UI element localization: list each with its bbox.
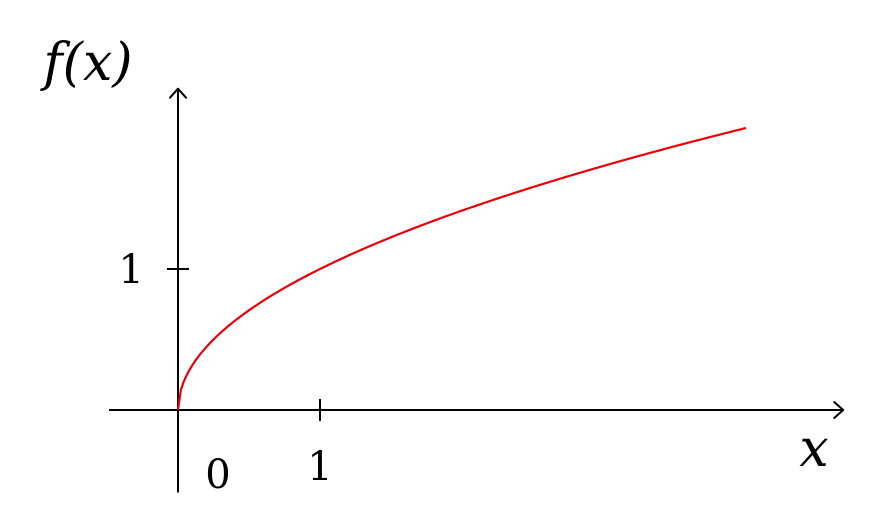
y-tick-label-0: 1 xyxy=(119,247,144,293)
x-axis-label: x xyxy=(799,419,828,479)
origin-label: 0 xyxy=(205,452,230,498)
x-tick-label-0: 1 xyxy=(307,444,332,490)
x-axis-arrow xyxy=(833,401,845,419)
y-axis-arrow xyxy=(169,87,187,99)
curves xyxy=(176,126,747,411)
y-axis-label: f(x) xyxy=(39,33,132,93)
ticks: 11 xyxy=(119,247,333,490)
series-line-0 xyxy=(176,126,747,411)
axes xyxy=(109,87,845,493)
